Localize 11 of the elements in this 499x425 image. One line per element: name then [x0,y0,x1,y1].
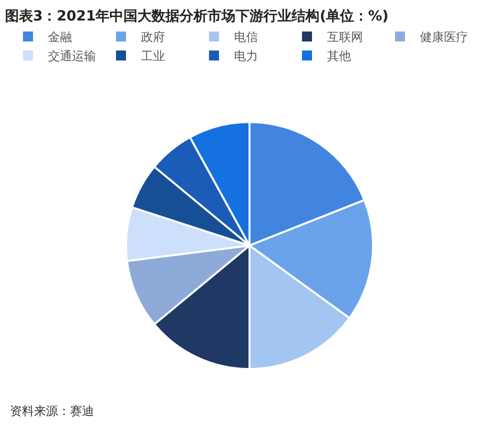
legend-label: 健康医疗 [420,30,468,44]
text: 资料来源：赛迪 [10,404,94,418]
chart-title: 图表3：2021年中国大数据分析市场下游行业结构(单位：%) [4,7,389,24]
legend-label: 电力 [234,49,258,64]
legend-label: 交通运输 [48,49,96,64]
legend-label: 政府 [141,30,165,44]
legend-label: 工业 [141,49,165,64]
legend-label: 金融 [48,30,72,44]
legend-label: 互联网 [327,30,363,44]
legend-label: 其他 [327,49,351,64]
legend-label: 电信 [234,30,258,44]
